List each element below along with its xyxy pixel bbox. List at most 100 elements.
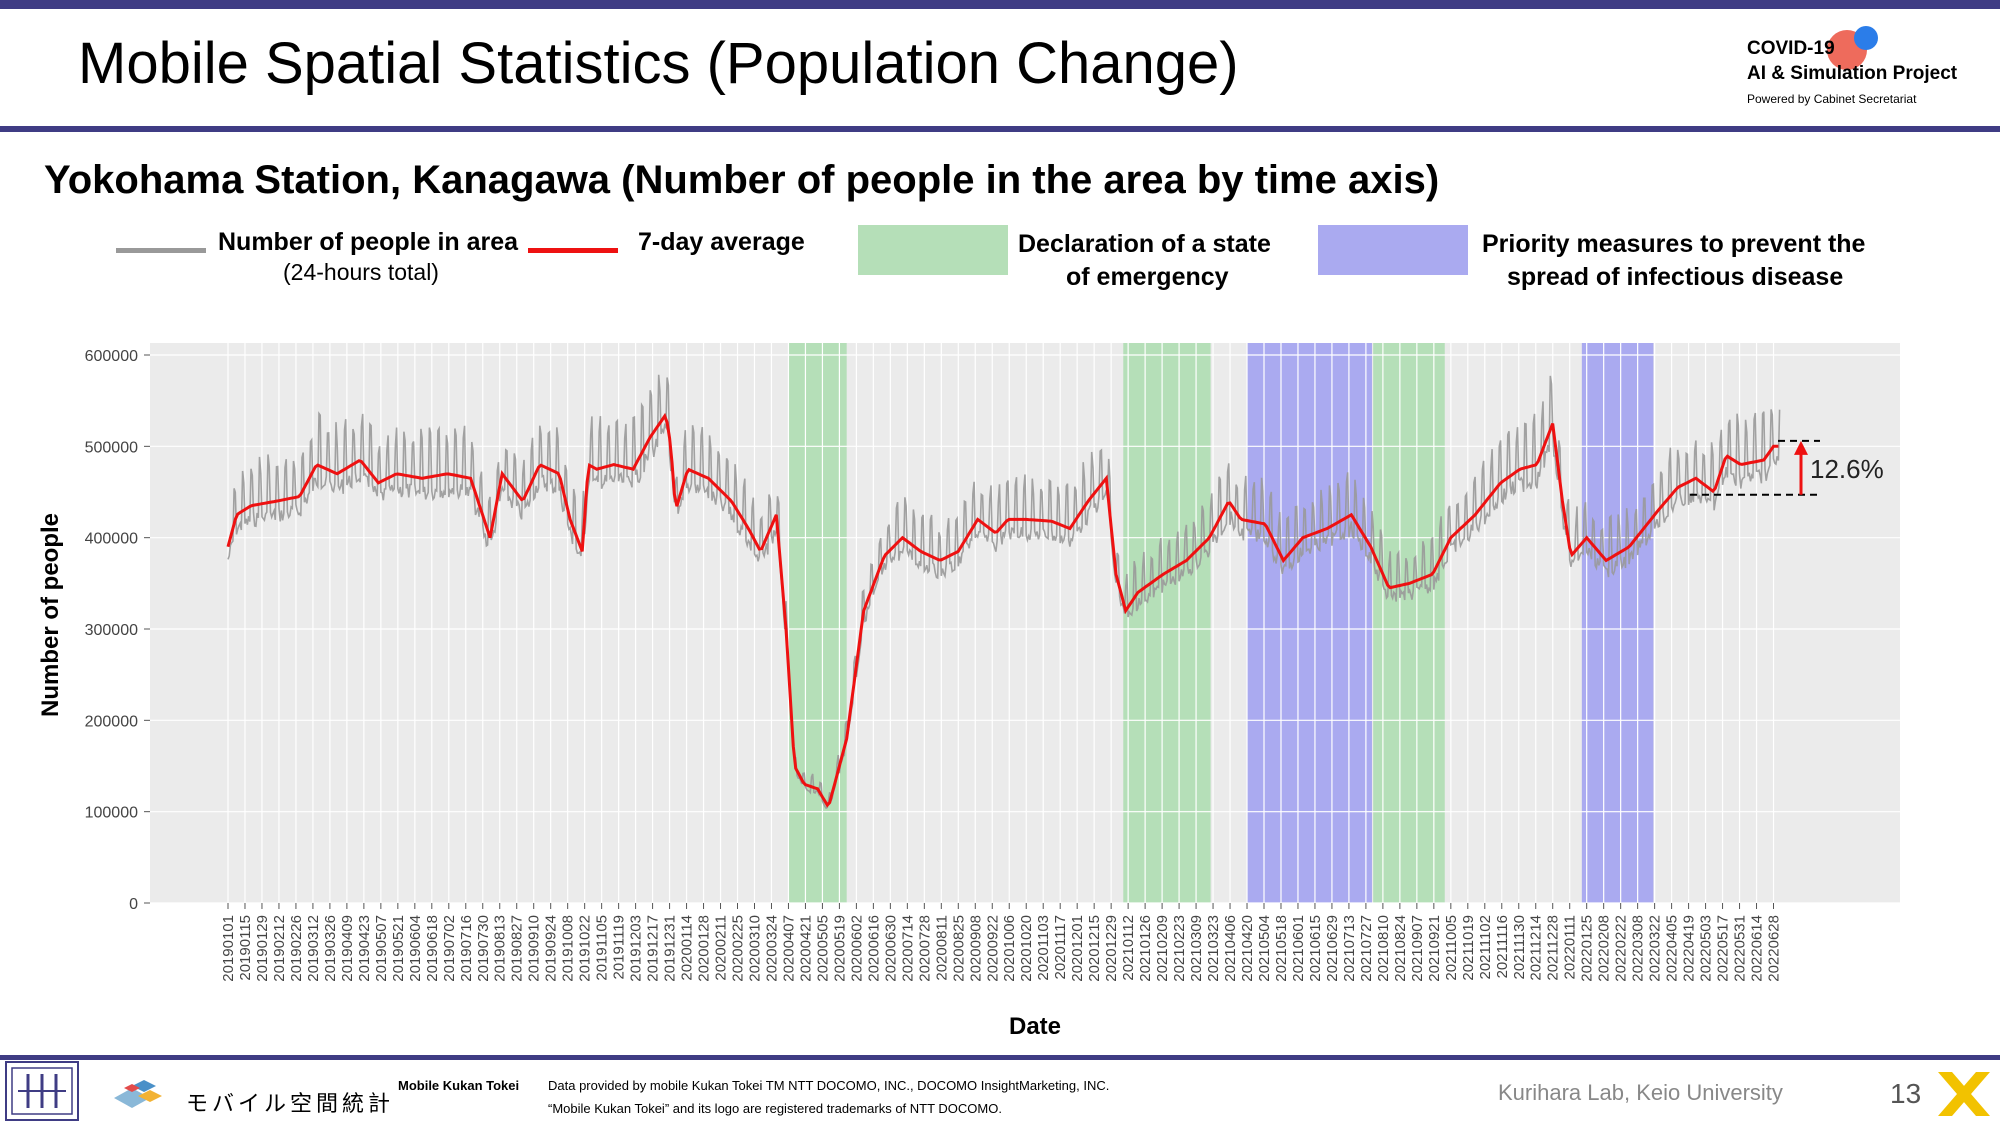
raw-series-line [227,374,1781,810]
x-tick-label: 20200602 [848,915,865,982]
logo-line3: Powered by Cabinet Secretariat [1747,92,1917,106]
x-tick-label: 20210921 [1426,915,1443,982]
x-tick-label: 20200714 [899,915,916,982]
legend-avg-label: 7-day average [638,228,805,256]
x-tick-label: 20201201 [1069,915,1086,982]
x-tick-label: 20210629 [1324,915,1341,982]
y-tick-label: 0 [129,896,138,913]
y-tick-label: 100000 [85,805,138,822]
x-tick-label: 20220503 [1698,915,1715,982]
x-tick-label: 20200407 [780,915,797,982]
x-tick-label: 20200310 [746,915,763,982]
x-tick-label: 20220222 [1613,915,1630,982]
percent-annotation: 12.6% [1690,439,1884,496]
priority-band [1581,343,1654,903]
footer-brand-en: Mobile Kukan Tokei [398,1078,520,1093]
x-tick-label: 20200630 [882,915,899,982]
logo-dot-icon [1854,26,1878,50]
annotation-arrow-head [1794,440,1808,455]
avg-series-line [226,412,1779,808]
x-tick-label: 20200519 [831,915,848,982]
x-tick-label: 20220322 [1647,915,1664,982]
x-tick-label: 20200908 [967,915,984,982]
x-tick-label: 20190604 [407,915,424,982]
x-tick-label: 20220111 [1562,915,1579,980]
x-tick-label: 20190212 [271,915,288,982]
x-logo-icon [1938,1072,1990,1116]
x-tick-label: 20220517 [1715,915,1732,982]
x-tick-label: 20190813 [492,915,509,982]
page-number: 13 [1890,1078,1922,1109]
x-tick-label: 20211116 [1494,915,1511,978]
legend-avg-swatch [528,248,618,253]
x-tick-label: 20210126 [1137,915,1154,982]
x-tick-label: 20190423 [356,915,373,982]
chart-title: Yokohama Station, Kanagawa (Number of pe… [44,158,1440,202]
x-tick-label: 20210615 [1307,915,1324,982]
annotation-label: 12.6% [1810,454,1884,484]
x-tick-label: 20200324 [763,915,780,982]
x-tick-label: 20211102 [1477,915,1494,980]
x-tick-label: 20220614 [1749,915,1766,982]
x-tick-label: 20190101 [220,915,237,982]
x-tick-label: 20191231 [662,915,679,982]
x-tick-label: 20210824 [1392,915,1409,982]
x-tick-label: 20191008 [560,915,577,982]
x-tick-label: 20191022 [577,915,594,982]
x-tick-label: 20210406 [1222,915,1239,982]
footer-credit-1: Data provided by mobile Kukan Tokei TM N… [548,1078,1110,1093]
x-tick-label: 20200811 [933,915,950,981]
y-tick-label: 200000 [85,713,138,730]
x-tick-label: 20210209 [1154,915,1171,982]
top-bar [0,0,2000,9]
x-tick-label: 20190924 [543,915,560,982]
y-tick-label: 300000 [85,622,138,639]
x-axis-title: Date [1009,1013,1061,1040]
y-tick-label: 600000 [85,348,138,365]
y-axis: 0 100000 200000 300000 400000 500000 600000 [85,348,150,913]
emergency-band [788,343,847,903]
x-tick-label: 20201117 [1052,915,1069,980]
x-tick-label: 20210810 [1375,915,1392,982]
x-tick-label: 20200114 [679,915,696,981]
page-title: Mobile Spatial Statistics (Population Ch… [78,31,1239,96]
x-tick-label: 20191105 [594,915,611,981]
x-tick-label: 20190507 [373,915,390,982]
legend-raw-label: Number of people in area [218,228,519,256]
footer-credit-2: “Mobile Kukan Tokei” and its logo are re… [548,1101,1002,1116]
x-axis: 20190101 20190115 20190129 20190212 20190226… [220,903,1783,982]
raw-series [227,374,1781,810]
footer-bar [0,1055,2000,1060]
x-tick-label: 20220419 [1681,915,1698,982]
x-tick-label: 20200421 [797,915,814,982]
x-tick-label: 20210713 [1341,915,1358,982]
x-tick-label: 20200211 [713,915,730,981]
x-tick-label: 20200922 [984,915,1001,982]
x-tick-label: 20210907 [1409,915,1426,982]
avg-series [226,412,1779,808]
project-logo: COVID-19 AI & Simulation Project Powered… [1745,26,1985,120]
period-bands [788,343,1654,903]
x-tick-label: 20211228 [1545,915,1562,981]
x-tick-label: 20201103 [1035,915,1052,981]
legend-raw-sublabel: (24-hours total) [283,259,439,285]
x-tick-label: 20190129 [254,915,271,982]
x-tick-label: 20201215 [1086,915,1103,982]
x-tick-label: 20220208 [1596,915,1613,982]
mobile-kukan-logo-icon [114,1080,162,1108]
x-tick-label: 20200825 [950,915,967,982]
x-tick-label: 20190618 [424,915,441,982]
x-tick-label: 20220308 [1630,915,1647,982]
x-tick-label: 20200728 [916,915,933,982]
x-tick-label: 20210112 [1120,915,1137,981]
x-tick-label: 20211130 [1511,915,1528,980]
x-tick-label: 20190115 [237,915,254,981]
x-tick-label: 20201229 [1103,915,1120,982]
x-tick-label: 20200505 [814,915,831,982]
y-tick-label: 500000 [85,439,138,456]
x-tick-label: 20220531 [1732,915,1749,982]
emergency-band [1123,343,1211,903]
x-tick-label: 20210223 [1171,915,1188,982]
x-tick-label: 20200128 [696,915,713,982]
x-tick-label: 20210323 [1205,915,1222,982]
